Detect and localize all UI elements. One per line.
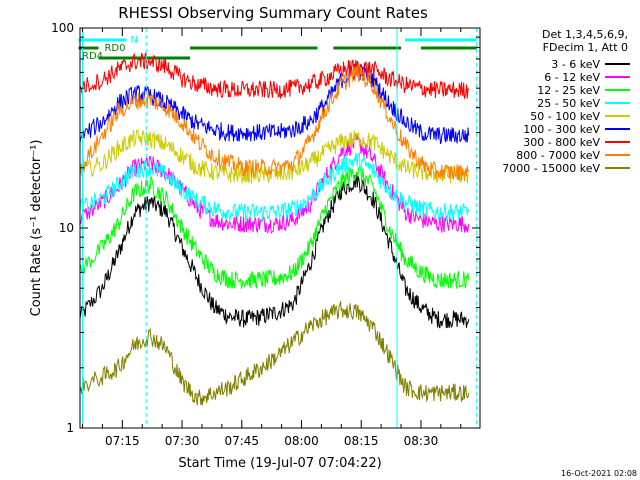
x-tick-label: 08:15 [344,434,379,448]
series-line [80,301,470,406]
legend-header: Det 1,3,4,5,6,9, [542,28,628,41]
legend-entry-label: 300 - 800 keV [523,136,600,149]
y-tick-label: 1 [66,421,74,435]
x-tick-label: 08:30 [404,434,439,448]
series-layer [80,52,470,406]
annotation-label: RD0 [104,43,125,54]
series-line [80,65,470,182]
timestamp: 16-Oct-2021 02:08 [561,469,637,478]
legend-entry-label: 800 - 7000 keV [516,149,600,162]
series-line [80,152,470,223]
legend-entry-label: 12 - 25 keV [537,84,600,97]
legend-entry-label: 6 - 12 keV [544,71,600,84]
x-tick-label: 07:30 [165,434,200,448]
x-tick-label: 08:00 [284,434,319,448]
x-tick-label: 07:15 [105,434,140,448]
annotation-label: RD4 [82,51,103,62]
y-tick-label: 10 [59,221,74,235]
legend-entry-label: 7000 - 15000 keV [502,162,600,175]
legend-entry-label: 100 - 300 keV [523,123,600,136]
x-tick-label: 07:45 [224,434,259,448]
legend-entry-label: 25 - 50 keV [537,97,600,110]
x-axis: 07:15 07:30 07:45 08:00 08:15 08:30 [82,28,462,448]
series-line [80,52,470,100]
legend-header: FDecim 1, Att 0 [543,41,628,54]
series-line [80,165,470,289]
x-axis-label: Start Time (19-Jul-07 07:04:22) [178,456,381,471]
series-line [80,172,470,329]
chart-title: RHESSI Observing Summary Count Rates [118,4,428,22]
legend: Det 1,3,4,5,6,9,FDecim 1, Att 0 3 - 6 keV… [502,28,630,175]
annotation-label: N [130,35,137,46]
series-line [80,129,469,184]
y-axis-label: Count Rate (s⁻¹ detector⁻¹) [29,140,44,317]
series-line [80,64,470,146]
legend-entry-label: 3 - 6 keV [551,58,600,71]
legend-entry-label: 50 - 100 keV [530,110,600,123]
y-axis: 1 10 100 [51,21,480,435]
y-tick-label: 100 [51,21,74,35]
